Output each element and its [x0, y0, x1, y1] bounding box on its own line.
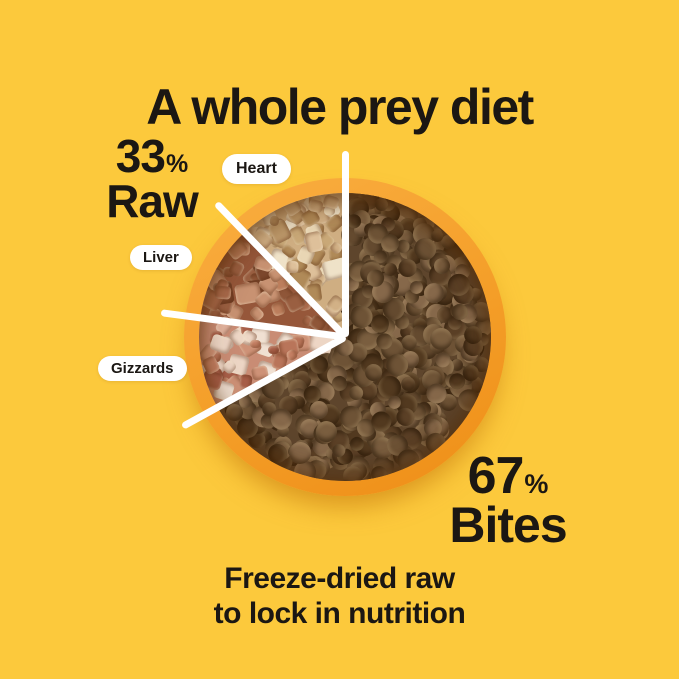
- food-piece-gizzards: [267, 345, 280, 355]
- raw-percent-line: 33%: [116, 133, 188, 179]
- slice-divider-line-top: [341, 151, 349, 337]
- label-pill-liver: Liver: [130, 245, 192, 270]
- raw-label: Raw: [106, 174, 199, 227]
- footer-tagline: Freeze-dried raw to lock in nutrition: [0, 561, 679, 632]
- bites-label: Bites: [449, 497, 567, 554]
- label-pill-gizzards: Gizzards: [98, 356, 187, 381]
- food-piece-bites: [396, 448, 420, 472]
- bites-percent-line: 67%: [468, 450, 549, 502]
- food-piece-gizzards: [249, 340, 261, 348]
- raw-stat: 33% Raw: [92, 133, 212, 227]
- food-piece-liver: [270, 301, 286, 318]
- footer-line-2: to lock in nutrition: [213, 597, 466, 631]
- food-piece-bites: [410, 280, 423, 294]
- bites-percent-value: 67: [467, 447, 525, 505]
- bites-stat: 67% Bites: [438, 450, 578, 554]
- food-piece-bites: [398, 259, 417, 277]
- food-piece-heart: [307, 198, 324, 214]
- food-piece-liver: [214, 285, 232, 301]
- food-bowl-pie-chart: [160, 151, 506, 496]
- label-pill-heart: Heart: [222, 154, 291, 184]
- bites-percent-symbol: %: [524, 469, 549, 499]
- page-title: A whole prey diet: [146, 78, 534, 135]
- raw-percent-value: 33: [115, 130, 166, 182]
- footer-line-1: Freeze-dried raw: [224, 562, 455, 595]
- raw-percent-symbol: %: [165, 150, 189, 178]
